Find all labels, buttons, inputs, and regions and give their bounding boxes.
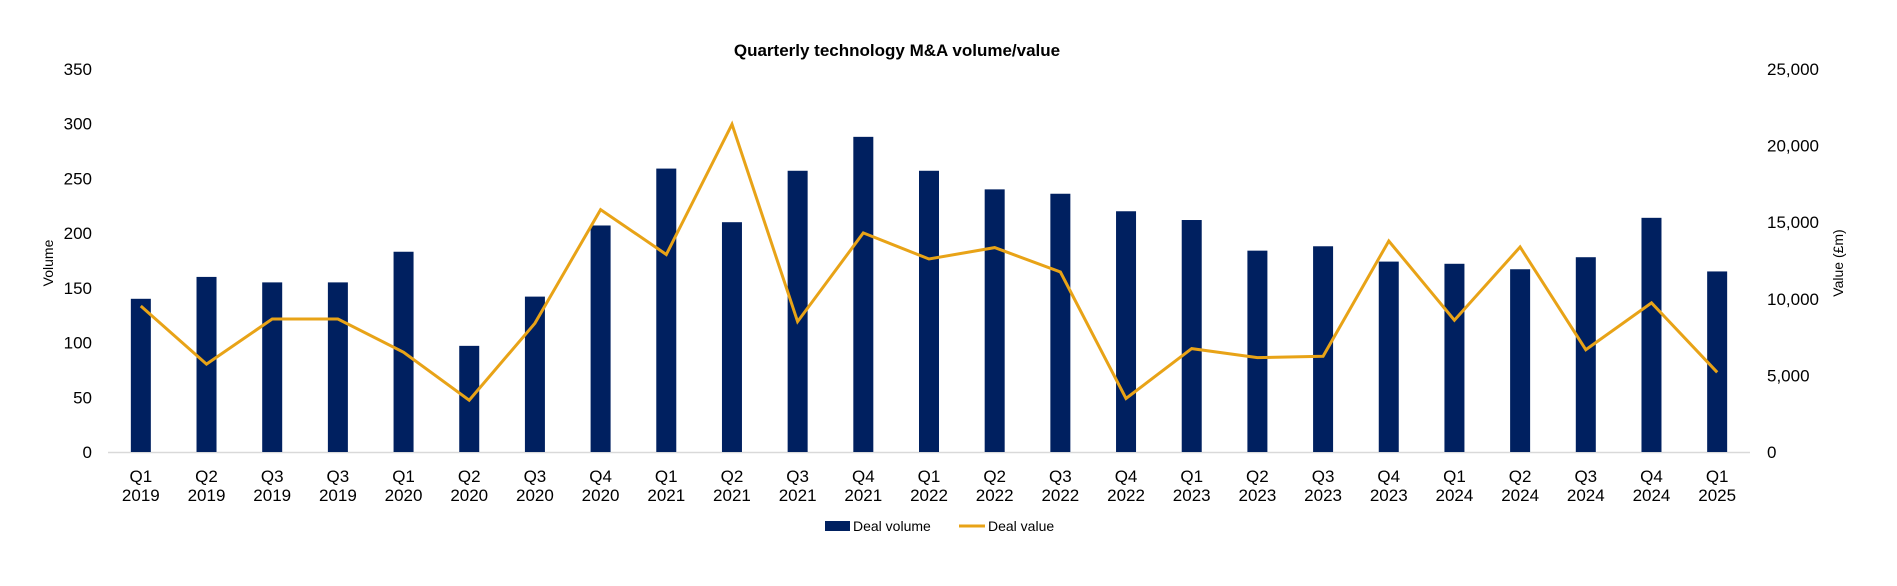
legend: Deal volume Deal value <box>825 518 1054 534</box>
x-axis-tick-label-year: 2023 <box>1304 486 1342 505</box>
x-axis-tick-label-year: 2019 <box>188 486 226 505</box>
x-axis-tick-label-quarter: Q3 <box>1312 467 1335 486</box>
x-axis-tick-label-year: 2021 <box>713 486 751 505</box>
x-axis-tick-label-quarter: Q2 <box>195 467 218 486</box>
x-axis-tick-label-year: 2020 <box>582 486 620 505</box>
x-axis-tick-label-quarter: Q4 <box>1377 467 1400 486</box>
left-axis-tick-label: 0 <box>83 443 92 462</box>
x-axis-tick-label-quarter: Q3 <box>786 467 809 486</box>
bar-deal-volume <box>590 225 611 452</box>
x-axis-tick-label-year: 2021 <box>844 486 882 505</box>
x-axis-tick-label-year: 2024 <box>1633 486 1671 505</box>
bar-deal-volume <box>1116 211 1137 452</box>
x-axis-tick-label-quarter: Q2 <box>983 467 1006 486</box>
right-axis-tick-label: 15,000 <box>1767 213 1819 232</box>
left-axis-tick-label: 100 <box>64 334 92 353</box>
legend-label-deal-volume: Deal volume <box>853 518 931 534</box>
x-axis-tick-label-year: 2021 <box>779 486 817 505</box>
bar-deal-volume <box>1313 246 1334 452</box>
right-axis-tick-label: 0 <box>1767 443 1776 462</box>
x-axis-tick-label-quarter: Q1 <box>918 467 941 486</box>
x-axis-tick-label-year: 2022 <box>976 486 1014 505</box>
left-y-axis: 0 50 100 150 200 250 300 350 <box>64 60 92 462</box>
bar-deal-volume <box>1707 271 1728 452</box>
left-axis-tick-label: 150 <box>64 279 92 298</box>
bar-deal-volume <box>1181 220 1202 452</box>
legend-label-deal-value: Deal value <box>988 518 1054 534</box>
x-axis-tick-label-quarter: Q1 <box>392 467 415 486</box>
x-axis-tick-label-year: 2019 <box>122 486 160 505</box>
x-axis-tick-label-quarter: Q3 <box>1574 467 1597 486</box>
x-axis-tick-label-year: 2022 <box>1107 486 1145 505</box>
right-axis-title: Value (£m) <box>1830 229 1846 296</box>
x-axis-tick-label-quarter: Q4 <box>1640 467 1663 486</box>
bar-deal-volume <box>919 170 939 453</box>
bar-deal-volume <box>262 282 283 452</box>
bar-deal-volume <box>1378 261 1399 452</box>
x-axis-tick-label-quarter: Q3 <box>1049 467 1072 486</box>
x-axis-tick-label-year: 2023 <box>1173 486 1211 505</box>
chart-title: Quarterly technology M&A volume/value <box>734 41 1060 60</box>
x-axis-tick-label-year: 2022 <box>910 486 948 505</box>
x-axis-tick-label-year: 2019 <box>319 486 357 505</box>
right-axis-tick-label: 5,000 <box>1767 366 1810 385</box>
x-axis-tick-label-quarter: Q1 <box>1443 467 1466 486</box>
x-axis-tick-label-year: 2023 <box>1370 486 1408 505</box>
bar-deal-volume <box>853 136 874 453</box>
x-axis-tick-label-quarter: Q3 <box>524 467 547 486</box>
bar-deal-volume <box>1444 263 1465 452</box>
bar-deal-volume <box>327 282 348 452</box>
x-axis-tick-label-quarter: Q3 <box>261 467 284 486</box>
bar-deal-volume <box>130 298 151 452</box>
left-axis-title: Volume <box>40 239 56 286</box>
right-y-axis: 0 5,000 10,000 15,000 20,000 25,000 <box>1767 60 1819 462</box>
x-axis-tick-label-quarter: Q1 <box>1706 467 1729 486</box>
legend-swatch-deal-volume <box>825 521 850 531</box>
bar-deal-volume <box>1575 257 1596 452</box>
x-axis-tick-label-year: 2020 <box>385 486 423 505</box>
x-axis-tick-label-quarter: Q2 <box>458 467 481 486</box>
x-axis-tick-label-quarter: Q2 <box>1246 467 1269 486</box>
x-axis-tick-label-quarter: Q1 <box>1180 467 1203 486</box>
left-axis-tick-label: 350 <box>64 60 92 79</box>
x-axis-tick-label-year: 2021 <box>647 486 685 505</box>
x-axis-tick-label-year: 2025 <box>1698 486 1736 505</box>
left-axis-tick-label: 50 <box>73 388 92 407</box>
bar-deal-volume <box>1050 193 1071 452</box>
x-axis-tick-label-quarter: Q2 <box>721 467 744 486</box>
x-axis-tick-label-quarter: Q1 <box>655 467 678 486</box>
x-axis-tick-label-quarter: Q1 <box>129 467 152 486</box>
right-axis-tick-label: 25,000 <box>1767 60 1819 79</box>
left-axis-tick-label: 200 <box>64 224 92 243</box>
x-axis-tick-label-year: 2024 <box>1567 486 1605 505</box>
x-axis-tick-label-year: 2024 <box>1501 486 1539 505</box>
bar-deal-volume <box>1641 217 1662 452</box>
x-axis-tick-label-year: 2020 <box>516 486 554 505</box>
x-axis-tick-label-year: 2024 <box>1436 486 1474 505</box>
line-series-deal-value <box>139 120 1719 403</box>
x-axis-tick-label-year: 2020 <box>450 486 488 505</box>
right-axis-tick-label: 10,000 <box>1767 290 1819 309</box>
left-axis-tick-label: 300 <box>64 115 92 134</box>
bar-deal-volume <box>524 296 545 452</box>
x-axis-tick-label-year: 2023 <box>1238 486 1276 505</box>
bar-deal-volume <box>1247 250 1268 452</box>
bar-deal-volume <box>984 189 1005 452</box>
bar-deal-volume <box>787 170 808 453</box>
x-axis-tick-label-year: 2019 <box>253 486 291 505</box>
bar-deal-volume <box>1510 269 1531 452</box>
x-axis-tick-label-quarter: Q4 <box>852 467 875 486</box>
x-axis-tick-label-quarter: Q2 <box>1509 467 1532 486</box>
x-axis-tick-label-quarter: Q4 <box>589 467 612 486</box>
bar-deal-volume <box>721 222 742 452</box>
x-axis-tick-label-year: 2022 <box>1041 486 1079 505</box>
x-axis-ticks: Q12019Q22019Q32019Q32019Q12020Q22020Q320… <box>122 467 1736 505</box>
bar-series-deal-volume <box>130 136 1728 453</box>
left-axis-tick-label: 250 <box>64 169 92 188</box>
right-axis-tick-label: 20,000 <box>1767 137 1819 156</box>
x-axis-tick-label-quarter: Q4 <box>1115 467 1138 486</box>
bar-deal-volume <box>656 168 677 452</box>
x-axis-tick-label-quarter: Q3 <box>327 467 350 486</box>
